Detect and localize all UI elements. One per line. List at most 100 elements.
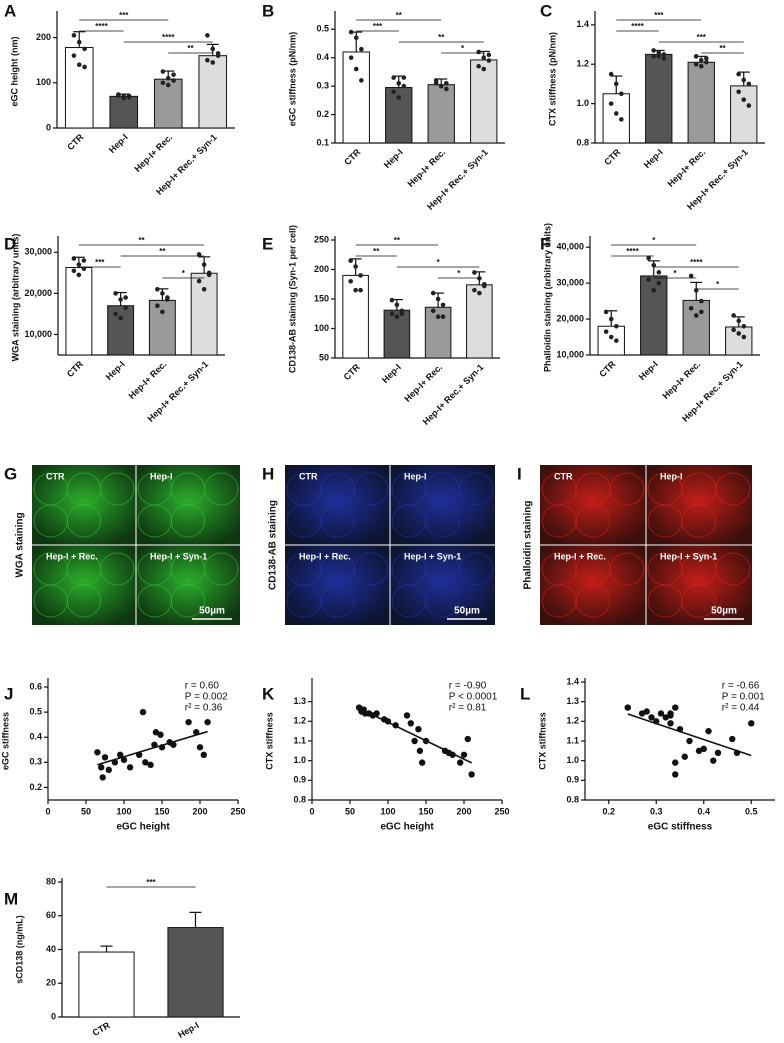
- data-point: [171, 78, 176, 83]
- data-point: [676, 726, 684, 733]
- data-point: [76, 262, 82, 267]
- data-point: [476, 63, 481, 69]
- data-point: [729, 735, 736, 743]
- data-point: [201, 262, 207, 267]
- cell: [66, 552, 102, 586]
- data-point: [613, 81, 619, 87]
- panel-letter: H: [262, 464, 274, 483]
- bar: [602, 93, 630, 144]
- x-tick-label: Hep-I: [176, 1020, 200, 1040]
- bar: [342, 274, 369, 359]
- y-tick-label: 0.4: [29, 732, 42, 742]
- x-tick-label: CTR: [602, 147, 623, 168]
- data-point: [699, 298, 704, 304]
- significance-label: ***: [146, 878, 156, 887]
- data-point: [348, 279, 353, 284]
- data-point: [392, 722, 399, 729]
- data-point: [81, 258, 87, 263]
- data-point: [741, 334, 747, 340]
- x-tick-label: 0.3: [650, 806, 663, 816]
- data-point: [201, 286, 207, 292]
- y-tick-label: 100: [36, 77, 51, 87]
- y-tick-label: 1.0: [576, 98, 589, 108]
- x-tick-label: Hep-I+ Rec.: [127, 359, 169, 401]
- x-tick-label: Hep-I: [642, 147, 665, 170]
- bar: [198, 55, 228, 129]
- data-point: [215, 51, 221, 56]
- x-tick-label: 50: [345, 806, 355, 816]
- cell: [286, 584, 322, 618]
- significance-label: *: [437, 258, 441, 267]
- data-point: [736, 318, 742, 324]
- x-tick-label: 0: [45, 806, 50, 816]
- x-tick-label: CTR: [342, 147, 363, 168]
- data-point: [736, 331, 742, 336]
- tile-label: Hep-I + Syn-1: [150, 551, 207, 561]
- panel-letter: K: [262, 684, 275, 703]
- y-axis-label: CTX stiffness (pN/nm): [547, 32, 557, 126]
- cell: [286, 504, 322, 538]
- scale-bar-label: 50µm: [711, 606, 737, 617]
- x-axis-label: eGC stiffness: [648, 822, 713, 833]
- y-tick-label: 10,000: [24, 329, 52, 339]
- cell: [575, 472, 611, 506]
- y-tick-label: 0: [46, 122, 51, 132]
- y-tick-label: 1.1: [566, 735, 579, 745]
- data-point: [430, 308, 436, 314]
- data-point: [396, 95, 402, 100]
- x-tick-label: Hep-I+ Rec.: [132, 132, 174, 174]
- cell: [66, 472, 102, 506]
- tile-label: Hep-I + Rec.: [554, 551, 606, 561]
- data-point: [76, 272, 82, 278]
- cell: [541, 584, 577, 618]
- data-point: [646, 255, 651, 261]
- significance-label: **: [159, 247, 166, 256]
- y-tick-label: 1.3: [566, 696, 579, 706]
- data-point: [126, 93, 132, 99]
- data-point: [205, 33, 210, 38]
- data-point: [193, 729, 200, 736]
- y-tick-label: 1.4: [576, 19, 589, 29]
- y-axis-label: sCD138 (ng/mL): [14, 915, 24, 984]
- panel-letter: B: [262, 1, 274, 20]
- y-tick-label: 0.8: [293, 794, 306, 804]
- data-point: [688, 305, 694, 311]
- data-point: [481, 55, 487, 60]
- panel-letter: J: [4, 684, 13, 703]
- data-point: [656, 50, 662, 55]
- data-point: [160, 291, 165, 296]
- data-point: [123, 295, 128, 300]
- bar: [466, 284, 493, 359]
- data-point: [741, 97, 747, 102]
- x-axis-label: eGC height: [116, 822, 170, 833]
- x-tick-label: Hep-I+ Rec.: [405, 147, 447, 189]
- x-tick-label: Hep-I+ Rec.: [402, 362, 444, 404]
- data-point: [608, 334, 614, 340]
- tile-label: CTR: [299, 471, 318, 481]
- data-point: [210, 46, 216, 52]
- data-point: [407, 720, 414, 727]
- data-point: [699, 309, 704, 315]
- scale-bar-label: 50µm: [454, 606, 480, 617]
- data-point: [136, 751, 143, 759]
- y-axis-label: eGC stiffness (pN/nm): [287, 32, 297, 127]
- y-axis-label: eGC height (nm): [9, 37, 19, 107]
- data-point: [614, 338, 619, 343]
- data-point: [698, 63, 704, 69]
- y-tick-label: 40: [46, 944, 56, 954]
- x-tick-label: 150: [418, 806, 433, 816]
- data-point: [714, 749, 722, 756]
- data-point: [394, 314, 400, 320]
- data-point: [101, 754, 109, 761]
- data-point: [619, 91, 624, 97]
- data-point: [76, 62, 82, 68]
- data-point: [121, 95, 127, 101]
- data-point: [646, 277, 651, 282]
- data-point: [165, 295, 170, 300]
- data-point: [71, 53, 77, 58]
- image-label: CD138-AB staining: [268, 500, 279, 590]
- data-point: [435, 314, 441, 320]
- x-tick-label: 200: [456, 806, 471, 816]
- x-tick-label: 150: [154, 806, 169, 816]
- x-tick-label: Hep-I: [104, 359, 127, 382]
